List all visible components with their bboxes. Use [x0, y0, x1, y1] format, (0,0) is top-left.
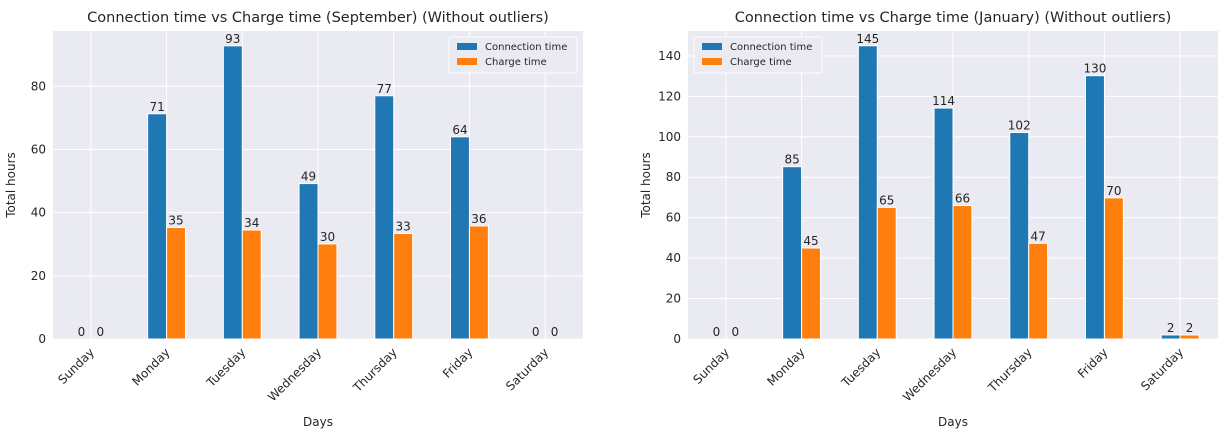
- y-tick-label: 80: [666, 170, 681, 184]
- x-tick-label: Saturday: [1138, 345, 1186, 393]
- data-label: 114: [932, 94, 955, 108]
- bar-connection-time: [450, 136, 470, 340]
- chart-title: Connection time vs Charge time (January)…: [735, 10, 1172, 26]
- data-label: 65: [879, 193, 894, 207]
- data-label: 66: [955, 192, 970, 206]
- bar-connection-time: [222, 45, 243, 340]
- y-tick-label: 100: [658, 130, 681, 144]
- data-label: 145: [856, 32, 879, 46]
- legend-label: Charge time: [485, 57, 547, 68]
- bar-charge-time: [241, 229, 262, 340]
- x-axis-label: Days: [303, 415, 333, 429]
- legend-swatch: [457, 43, 477, 50]
- y-tick-label: 40: [666, 251, 681, 265]
- data-label: 30: [320, 230, 335, 244]
- y-tick-label: 0: [673, 332, 681, 346]
- y-axis-label: Total hours: [639, 152, 653, 219]
- data-label: 2: [1167, 321, 1175, 335]
- data-label: 0: [97, 325, 105, 339]
- bar-connection-time: [298, 183, 319, 340]
- data-label: 0: [78, 325, 86, 339]
- data-label: 49: [301, 170, 316, 184]
- bar-charge-time: [1028, 242, 1049, 340]
- data-label: 45: [803, 234, 818, 248]
- bar-charge-time: [876, 206, 897, 340]
- data-label: 0: [551, 325, 559, 339]
- data-label: 2: [1186, 321, 1194, 335]
- x-tick-label: Sunday: [690, 345, 732, 387]
- legend: Connection time Charge time: [693, 36, 823, 74]
- x-tick-label: Friday: [1075, 345, 1111, 381]
- legend-box: [693, 36, 823, 74]
- bar-connection-time: [782, 166, 803, 340]
- data-label: 71: [149, 100, 164, 114]
- bar-charge-time: [393, 232, 414, 340]
- bar-connection-time: [857, 45, 878, 340]
- data-label: 130: [1084, 62, 1107, 76]
- x-tick-label: Saturday: [503, 345, 551, 393]
- x-tick-label: Monday: [764, 345, 807, 388]
- x-axis-label: Days: [938, 415, 968, 429]
- x-tick-label: Wednesday: [900, 345, 959, 404]
- bar-connection-time: [147, 113, 168, 340]
- x-tick-label: Tuesday: [203, 345, 248, 390]
- legend: Connection time Charge time: [448, 36, 578, 74]
- legend-label: Connection time: [485, 42, 567, 53]
- data-label: 33: [396, 219, 411, 233]
- y-tick-label: 60: [666, 211, 681, 225]
- y-axis-label: Total hours: [4, 152, 18, 219]
- y-tick-label: 60: [31, 142, 46, 156]
- x-tick-label: Wednesday: [265, 345, 324, 404]
- bar-connection-time: [1009, 132, 1030, 340]
- data-label: 77: [377, 82, 392, 96]
- data-label: 0: [713, 325, 721, 339]
- bar-connection-time: [1085, 75, 1105, 340]
- chart-title: Connection time vs Charge time (Septembe…: [87, 10, 549, 26]
- x-tick-label: Thursday: [350, 345, 400, 395]
- bar-connection-time: [374, 95, 395, 340]
- data-label: 47: [1031, 229, 1046, 243]
- data-label: 34: [244, 216, 259, 230]
- y-tick-label: 20: [31, 269, 46, 283]
- data-label: 64: [452, 123, 467, 137]
- data-label: 85: [784, 153, 799, 167]
- data-label: 35: [168, 213, 183, 227]
- y-tick-label: 120: [658, 89, 681, 103]
- y-tick-label: 0: [38, 332, 46, 346]
- x-tick-label: Sunday: [55, 345, 97, 387]
- bar-charge-time: [801, 247, 821, 340]
- bar-charge-time: [317, 243, 338, 340]
- bar-connection-time: [933, 107, 954, 340]
- bar-charge-time: [468, 225, 489, 340]
- y-tick-label: 20: [666, 292, 681, 306]
- legend-label: Charge time: [730, 57, 792, 68]
- legend-label: Connection time: [730, 42, 812, 53]
- legend-swatch: [702, 43, 722, 50]
- data-label: 102: [1008, 119, 1031, 133]
- x-tick-label: Friday: [440, 345, 476, 381]
- y-tick-label: 80: [31, 79, 46, 93]
- data-label: 70: [1106, 184, 1121, 198]
- legend-swatch: [457, 58, 477, 65]
- x-tick-label: Tuesday: [838, 345, 883, 390]
- bar-charge-time: [952, 205, 973, 340]
- x-tick-label: Monday: [129, 345, 172, 388]
- bar-charge-time: [1103, 197, 1124, 340]
- legend-swatch: [702, 58, 722, 65]
- y-tick-label: 140: [658, 49, 681, 63]
- data-label: 36: [471, 212, 486, 226]
- data-label: 93: [225, 32, 240, 46]
- data-label: 0: [732, 325, 740, 339]
- bar-charge-time: [1179, 334, 1200, 340]
- x-tick-label: Thursday: [985, 345, 1035, 395]
- bar-connection-time: [1160, 334, 1181, 340]
- legend-box: [448, 36, 578, 74]
- bar-charge-time: [166, 226, 186, 340]
- y-tick-label: 40: [31, 206, 46, 220]
- data-label: 0: [532, 325, 540, 339]
